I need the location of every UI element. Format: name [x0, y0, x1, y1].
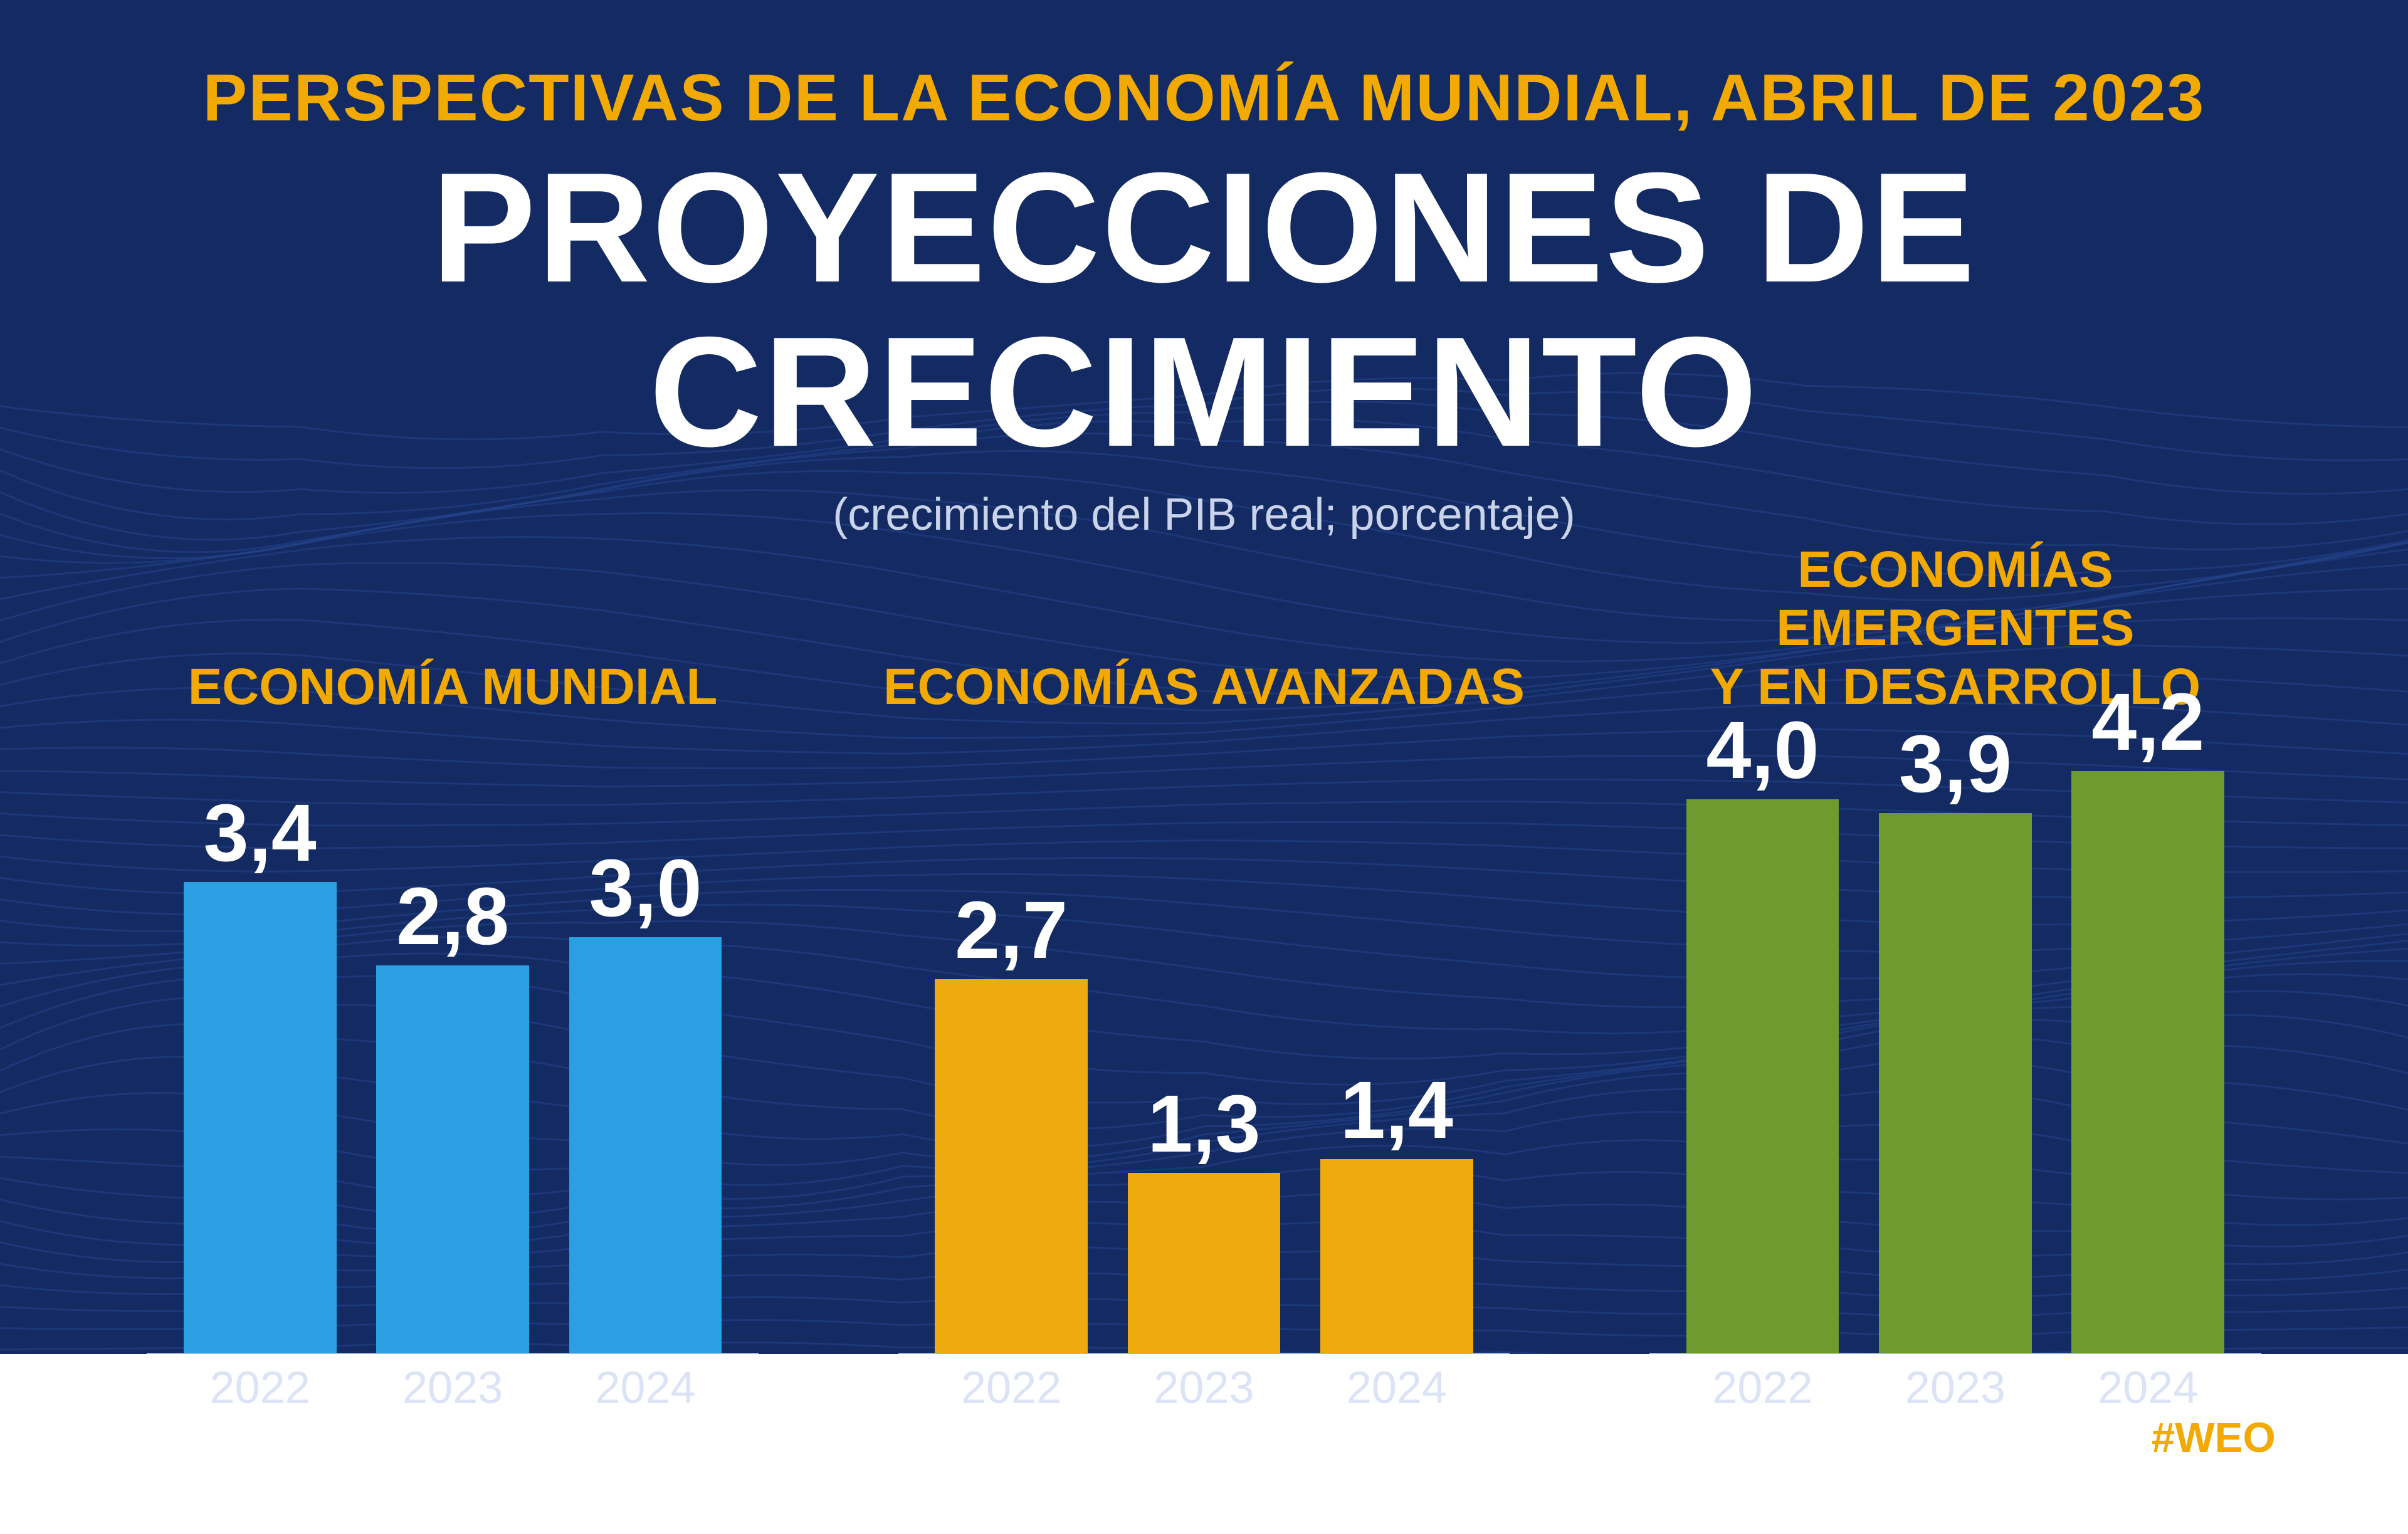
bar-rect	[1686, 799, 1839, 1353]
footer-org: IMF	[1983, 1414, 2056, 1461]
x-axis-label: 2023	[376, 1362, 529, 1414]
bar-rect	[2071, 771, 2224, 1352]
bar-value-label: 4,0	[1706, 704, 1819, 797]
x-axis-labels: 2022 2023 2024	[871, 1362, 1536, 1414]
x-axis-label: 2024	[2071, 1362, 2224, 1414]
x-axis-label: 2022	[935, 1362, 1088, 1414]
content-column: PERSPECTIVAS DE LA ECONOMÍA MUNDIAL, ABR…	[0, 0, 2408, 1354]
bar-value-label: 3,0	[589, 842, 702, 935]
bar: 2,8	[376, 870, 529, 1353]
bar-value-label: 2,7	[955, 884, 1068, 977]
bar: 2,7	[935, 884, 1088, 1353]
footer-source-text: FONDO MONETARIO INTERNACIONAL	[132, 1414, 947, 1462]
bars-container: 3,4 2,8 3,0	[120, 730, 785, 1353]
bar-rect	[184, 882, 337, 1353]
chart-baseline	[1649, 1353, 2261, 1354]
main-title-text: PROYECCIONES DE CRECIMIENTO	[0, 145, 2408, 474]
bar-value-label: 4,2	[2091, 676, 2204, 769]
bar: 3,9	[1879, 718, 2032, 1353]
chart-group-emerging: ECONOMÍAS EMERGENTES Y EN DESARROLLO4,03…	[1623, 540, 2288, 1414]
bars-container: 4,03,94,2	[1623, 730, 2288, 1353]
x-axis-label: 2023	[1128, 1362, 1281, 1414]
subtitle-text: (crecimiento del PIB real; porcentaje)	[0, 489, 2408, 540]
x-axis-label: 2024	[569, 1362, 722, 1414]
bar-value-label: 1,4	[1340, 1064, 1453, 1157]
bar: 3,0	[569, 842, 722, 1352]
bars-container: 2,7 1,3 1,4	[871, 730, 1536, 1353]
infographic-canvas: PERSPECTIVAS DE LA ECONOMÍA MUNDIAL, ABR…	[0, 0, 2408, 1354]
footer-link-text: IMF.org #WEO	[1983, 1414, 2276, 1462]
bar-rect	[1879, 813, 2032, 1353]
bar-value-label: 3,9	[1899, 718, 2012, 811]
x-axis-label: 2022	[1686, 1362, 1839, 1414]
bar: 4,2	[2071, 676, 2224, 1352]
bar: 1,4	[1320, 1064, 1473, 1353]
bar: 1,3	[1128, 1078, 1281, 1353]
chart-title: ECONOMÍAS AVANZADAS	[883, 599, 1525, 717]
chart-baseline	[898, 1353, 1510, 1354]
supertitle-text: PERSPECTIVAS DE LA ECONOMÍA MUNDIAL, ABR…	[0, 60, 2408, 136]
bar: 4,0	[1686, 704, 1839, 1353]
bar-rect	[1320, 1159, 1473, 1353]
bars-area: 2,7 1,3 1,4 2022 2023 2024	[871, 730, 1536, 1413]
x-axis-labels: 2022 2023 2024	[120, 1362, 785, 1414]
x-axis-label: 2023	[1879, 1362, 2032, 1414]
bar-value-label: 2,8	[396, 870, 509, 963]
chart-group-world: ECONOMÍA MUNDIAL 3,4 2,8 3,0 2022 2023 2024	[120, 540, 785, 1414]
bar-value-label: 1,3	[1147, 1078, 1260, 1170]
footer-hashtag: #WEO	[2152, 1414, 2276, 1461]
x-axis-label: 2022	[184, 1362, 337, 1414]
chart-title: ECONOMÍA MUNDIAL	[188, 599, 718, 717]
bars-area: 4,03,94,2 2022 2023 2024	[1623, 730, 2288, 1413]
chart-baseline	[147, 1353, 758, 1354]
bar-rect	[376, 965, 529, 1353]
bars-area: 3,4 2,8 3,0 2022 2023 2024	[120, 730, 785, 1413]
header-block: PERSPECTIVAS DE LA ECONOMÍA MUNDIAL, ABR…	[0, 0, 2408, 540]
charts-row: ECONOMÍA MUNDIAL3,42,83,0202220232024ECO…	[0, 540, 2408, 1414]
x-axis-label: 2024	[1320, 1362, 1473, 1414]
bar-rect	[1128, 1173, 1281, 1353]
bar-rect	[569, 937, 722, 1352]
chart-group-advanced: ECONOMÍAS AVANZADAS 2,7 1,3 1,4 2022 2023 2024	[871, 540, 1536, 1414]
footer-org-suffix: .org	[2056, 1414, 2128, 1461]
bar-value-label: 3,4	[204, 787, 317, 880]
footer-row: FONDO MONETARIO INTERNACIONAL IMF.org #W…	[0, 1414, 2408, 1534]
bar-rect	[935, 979, 1088, 1353]
x-axis-labels: 2022 2023 2024	[1623, 1362, 2288, 1414]
bar: 3,4	[184, 787, 337, 1353]
